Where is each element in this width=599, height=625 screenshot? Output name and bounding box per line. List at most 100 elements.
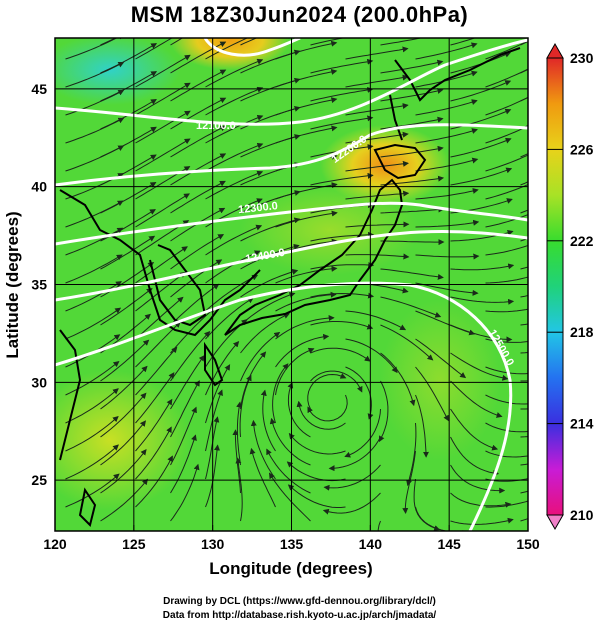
colorbar-label-210: 210	[570, 507, 594, 523]
streamline-segment	[415, 366, 449, 422]
colorbar-label-218: 218	[570, 324, 594, 340]
streamline-segment	[240, 268, 299, 298]
streamline-segment	[310, 231, 375, 242]
streamline-segment	[328, 436, 381, 472]
streamline-segment	[100, 420, 147, 466]
streamline-segment	[380, 116, 444, 130]
streamline-segment	[65, 89, 125, 116]
streamline-segment	[485, 500, 528, 508]
streamline-segment	[170, 125, 227, 158]
streamline-segment	[135, 426, 172, 480]
streamline-segment	[307, 373, 347, 410]
streamline-segment	[100, 339, 150, 382]
streamline-segment	[450, 167, 513, 186]
contour-label-12300: 12300.0	[238, 200, 279, 216]
streamline-segment	[100, 71, 158, 102]
streamline-segment	[520, 40, 528, 46]
streamline-segment	[415, 282, 479, 296]
streamline-segment	[235, 457, 243, 522]
streamline-segment	[323, 464, 381, 491]
streamline-segment	[380, 145, 444, 158]
streamline-segment	[485, 244, 528, 256]
streamline-segment	[100, 235, 156, 270]
streamline-segment	[345, 366, 374, 420]
streamline-segment	[135, 193, 190, 228]
streamline-segment	[345, 338, 398, 374]
streamline-segment	[275, 291, 337, 312]
streamline-segment	[380, 239, 445, 246]
streamline-segment	[240, 49, 301, 74]
streamline-segment	[485, 450, 528, 458]
colorbar-min-triangle	[546, 514, 564, 531]
colorbar-gradient	[546, 57, 564, 516]
streamline-segment	[205, 250, 261, 284]
streamline-segment	[65, 388, 119, 424]
streamline-segment	[310, 115, 374, 130]
streamline-segment	[485, 184, 528, 200]
streamline-segment	[275, 333, 330, 368]
colorbar-label-222: 222	[570, 233, 594, 249]
y-tick-label-35: 35	[31, 277, 47, 293]
streamline-segment	[380, 268, 444, 280]
streamline-segment	[450, 408, 499, 451]
streamline-segment	[450, 464, 506, 494]
credit-data: Data from http://database.rish.kyoto-u.a…	[162, 610, 437, 621]
streamline-segment	[322, 492, 381, 515]
streamline-segment	[415, 219, 480, 228]
streamline-segment	[415, 253, 480, 260]
streamline-segment	[310, 292, 375, 299]
streamline-segment	[65, 473, 120, 508]
streamline-segment	[485, 366, 528, 375]
streamline-segment	[450, 263, 515, 271]
streamline-segment	[345, 160, 409, 172]
streamline-segment	[310, 87, 374, 102]
streamline-segment	[450, 296, 515, 305]
streamline-segment	[345, 221, 410, 228]
streamline-segment	[135, 398, 173, 452]
streamline-segment	[310, 261, 375, 270]
streamline-segment	[485, 154, 528, 172]
colorbar: 230 226 222 218 214 210	[546, 42, 594, 531]
streamline-segment	[65, 117, 125, 144]
y-tick-label-30: 30	[31, 374, 47, 390]
streamline-segment	[345, 46, 409, 60]
contour-label-12100: 12100.0	[196, 120, 236, 132]
streamline-segment	[287, 484, 346, 508]
x-tick-label-150: 150	[516, 536, 540, 552]
colorbar-label-226: 226	[570, 141, 594, 157]
streamline-segment	[135, 372, 175, 424]
temperature-field	[55, 38, 528, 531]
streamline-segment	[65, 62, 125, 88]
streamline-segment	[310, 347, 371, 362]
y-tick-label-45: 45	[31, 81, 47, 97]
streamline-segment	[170, 153, 227, 186]
y-axis-title: Latitude (degrees)	[3, 211, 22, 358]
streamline-segment	[415, 506, 469, 531]
streamline-segment	[205, 142, 264, 172]
streamline-segment	[380, 296, 442, 318]
streamline-segment	[415, 157, 479, 172]
streamline-segment	[287, 381, 311, 438]
y-tick-label-40: 40	[31, 179, 47, 195]
streamline-segment	[415, 338, 467, 379]
streamline-segment	[345, 103, 409, 116]
streamline-segment	[205, 340, 240, 396]
streamline-segment	[450, 80, 512, 102]
streamline-segment	[485, 68, 528, 88]
x-axis-title: Longitude (degrees)	[209, 559, 372, 578]
streamline-segment	[240, 134, 301, 158]
streamline-segment	[275, 315, 335, 340]
streamline-segment	[380, 352, 416, 407]
streamline-segment	[450, 38, 477, 46]
streamline-segment	[380, 38, 424, 46]
streamline-segment	[260, 389, 276, 452]
streamline-segment	[415, 394, 429, 458]
streamline-segment	[170, 330, 211, 382]
streamline-segment	[415, 70, 478, 88]
streamline-segment	[275, 265, 338, 284]
streamline-segment	[170, 380, 200, 438]
streamline-segment	[135, 246, 188, 284]
y-axis-ticks: 25 30 35 40 45	[31, 81, 47, 488]
x-tick-label-125: 125	[122, 536, 146, 552]
streamline-segment	[250, 419, 276, 480]
